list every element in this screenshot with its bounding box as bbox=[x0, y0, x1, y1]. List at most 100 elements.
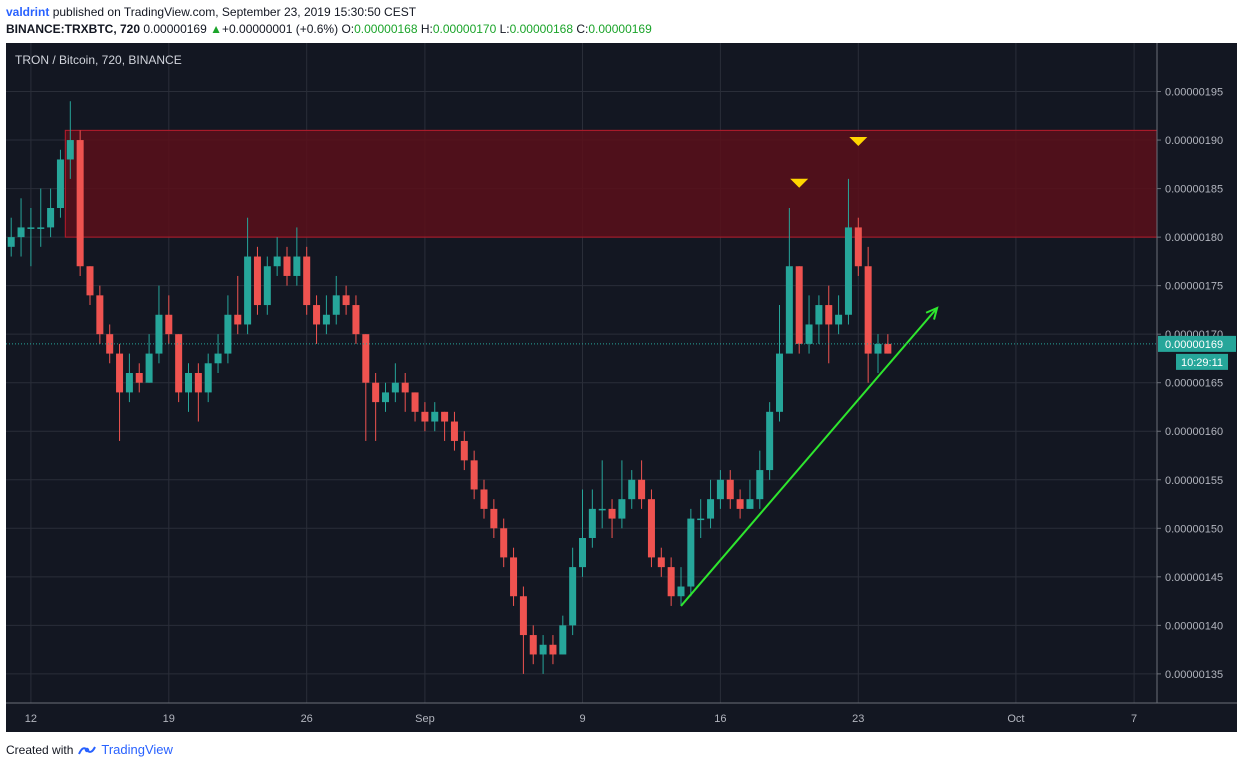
candle bbox=[27, 208, 35, 267]
candle-body bbox=[608, 508, 616, 519]
candle bbox=[707, 479, 715, 529]
candle bbox=[391, 363, 399, 403]
candle bbox=[756, 450, 764, 509]
created-with-text: Created with bbox=[6, 742, 74, 757]
candle bbox=[76, 130, 84, 276]
candle bbox=[785, 208, 793, 354]
candle-body bbox=[598, 508, 606, 511]
trend-arrow-icon bbox=[925, 306, 939, 320]
candle-body bbox=[66, 140, 74, 160]
candle-body bbox=[56, 159, 64, 208]
candle bbox=[401, 373, 409, 412]
candle-body bbox=[667, 567, 675, 597]
candle-body bbox=[825, 305, 833, 325]
candle-body bbox=[352, 305, 360, 335]
x-tick-label: Oct bbox=[1007, 713, 1024, 725]
candle-body bbox=[480, 489, 488, 509]
candle-body bbox=[815, 305, 823, 325]
low-label: L: bbox=[499, 22, 510, 36]
candle bbox=[253, 246, 261, 315]
candle bbox=[194, 363, 202, 422]
candle bbox=[372, 373, 380, 441]
candle bbox=[37, 188, 45, 247]
y-tick-label: 0.00000155 bbox=[1165, 475, 1223, 487]
candle bbox=[214, 334, 222, 373]
candle bbox=[539, 635, 547, 674]
y-tick-label: 0.00000195 bbox=[1165, 87, 1223, 99]
candle-body bbox=[854, 227, 862, 267]
countdown-label: 10:29:11 bbox=[1181, 357, 1223, 369]
candle bbox=[165, 295, 173, 344]
candle bbox=[657, 547, 665, 577]
candle bbox=[815, 295, 823, 344]
y-tick-label: 0.00000135 bbox=[1165, 669, 1223, 681]
candle bbox=[805, 295, 813, 354]
candle bbox=[17, 198, 25, 257]
candle-body bbox=[194, 373, 202, 393]
candle bbox=[116, 343, 124, 441]
close-value: 0.00000169 bbox=[588, 22, 652, 36]
candle bbox=[470, 450, 478, 500]
low-value: 0.00000168 bbox=[509, 22, 574, 36]
candle bbox=[500, 518, 508, 568]
x-tick-label: 12 bbox=[25, 713, 37, 725]
candle bbox=[313, 295, 321, 344]
candle bbox=[342, 285, 350, 315]
candle bbox=[263, 256, 271, 315]
candle bbox=[421, 402, 429, 432]
candle bbox=[766, 402, 774, 480]
candle-body bbox=[106, 334, 114, 354]
candle bbox=[125, 353, 133, 403]
candle-body bbox=[382, 392, 389, 403]
candle bbox=[283, 246, 291, 286]
candle-body bbox=[677, 586, 685, 597]
candle-body bbox=[332, 295, 340, 315]
high-label: H: bbox=[420, 22, 433, 36]
candle-body bbox=[313, 305, 321, 325]
candle bbox=[56, 149, 64, 218]
tradingview-brand[interactable]: TradingView bbox=[101, 742, 173, 757]
candle bbox=[431, 402, 439, 432]
candle bbox=[66, 101, 74, 179]
candle bbox=[835, 295, 843, 335]
candle bbox=[697, 499, 705, 538]
high-value: 0.00000170 bbox=[432, 22, 497, 36]
candle-body bbox=[421, 411, 429, 422]
candle-body bbox=[510, 557, 518, 597]
trend-line bbox=[680, 307, 938, 607]
price-change: +0.00000001 (+0.6%) bbox=[222, 22, 339, 36]
candle bbox=[588, 489, 596, 548]
candle bbox=[825, 285, 833, 364]
candle-body bbox=[766, 411, 774, 471]
candle bbox=[628, 470, 636, 509]
candle-body bbox=[283, 256, 291, 276]
author-name[interactable]: valdrint bbox=[6, 5, 50, 19]
candle-body bbox=[441, 411, 449, 422]
candle-body bbox=[37, 227, 45, 229]
candle bbox=[598, 460, 606, 529]
candle-body bbox=[726, 479, 734, 500]
close-label: C: bbox=[576, 22, 589, 36]
last-price: 0.00000169 bbox=[143, 22, 207, 36]
candle-body bbox=[707, 499, 715, 519]
candle-body bbox=[716, 479, 724, 500]
candle-body bbox=[411, 392, 419, 412]
candle bbox=[746, 479, 754, 509]
candle bbox=[510, 547, 518, 606]
candle-body bbox=[214, 353, 222, 364]
y-tick-label: 0.00000190 bbox=[1165, 135, 1223, 147]
x-tick-label: 16 bbox=[714, 713, 726, 725]
candle bbox=[234, 275, 242, 335]
candle-body bbox=[372, 382, 380, 403]
published-text: published on TradingView.com, September … bbox=[52, 5, 417, 19]
candle-body bbox=[391, 382, 399, 393]
candle-body bbox=[263, 266, 271, 306]
candle bbox=[185, 363, 192, 412]
price-chart[interactable]: 0.00000195 0.00000190 0.00000185 0.00000180… bbox=[0, 43, 1242, 733]
candle bbox=[362, 334, 370, 441]
x-tick-label: 7 bbox=[1131, 713, 1137, 725]
candle bbox=[293, 227, 301, 286]
candle-body bbox=[559, 625, 567, 655]
candle-body bbox=[431, 411, 439, 422]
candle-body bbox=[529, 635, 537, 655]
